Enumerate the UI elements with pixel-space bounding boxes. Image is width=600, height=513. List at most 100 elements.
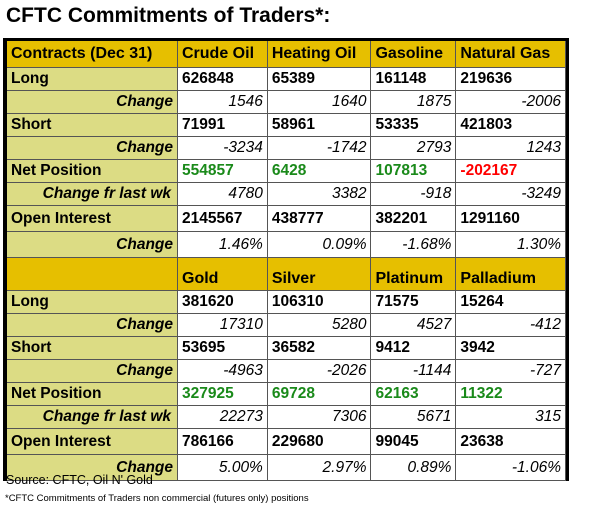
table-cell: 22273 xyxy=(177,405,268,429)
table-cell: 0.89% xyxy=(370,454,457,481)
short-change-row: Change -4963 -2026 -1144 -727 xyxy=(4,359,566,383)
column-header: Gold xyxy=(177,257,268,291)
table-cell: 1875 xyxy=(370,90,457,114)
table-cell: 4780 xyxy=(177,182,268,206)
cot-table: Contracts (Dec 31) Crude Oil Heating Oil Ga… xyxy=(3,38,566,481)
table-cell: 17310 xyxy=(177,313,268,337)
table-cell: 7306 xyxy=(266,405,372,429)
table-cell: 99045 xyxy=(370,428,457,455)
row-label: Change xyxy=(4,136,178,160)
table-cell: -918 xyxy=(370,182,457,206)
table-cell: 2793 xyxy=(370,136,457,160)
table-cell: 58961 xyxy=(266,113,372,137)
table-cell: 53335 xyxy=(370,113,457,137)
table-cell: 62163 xyxy=(370,382,457,406)
row-label: Change xyxy=(4,359,178,383)
table-cell: 438777 xyxy=(266,205,372,232)
open-interest-row: Open Interest 2145567 438777 382201 1291160 xyxy=(4,205,566,232)
row-label: Change xyxy=(4,454,178,481)
open-interest-change-row: Change 1.46% 0.09% -1.68% 1.30% xyxy=(4,231,566,258)
source-note: Source: CFTC, Oil N' Gold xyxy=(6,473,153,487)
table-cell: 5671 xyxy=(370,405,457,429)
long-row: Long 381620 106310 71575 15264 xyxy=(4,290,566,314)
column-header: Platinum xyxy=(370,257,457,291)
table-cell: -1742 xyxy=(266,136,372,160)
table-cell: 786166 xyxy=(177,428,268,455)
table-cell: 381620 xyxy=(177,290,268,314)
table-cell: 11322 xyxy=(455,382,566,406)
table-cell: -202167 xyxy=(455,159,566,183)
table-cell: 36582 xyxy=(266,336,372,360)
table-cell: 65389 xyxy=(266,67,372,91)
header-label: Contracts (Dec 31) xyxy=(4,39,178,68)
table-cell: 107813 xyxy=(370,159,457,183)
table-cell: 2145567 xyxy=(177,205,268,232)
table-cell: -727 xyxy=(455,359,566,383)
table-cell: 15264 xyxy=(455,290,566,314)
row-label: Change xyxy=(4,231,178,258)
table-cell: 2.97% xyxy=(266,454,372,481)
table-cell: 71991 xyxy=(177,113,268,137)
row-label: Change fr last wk xyxy=(4,182,178,206)
table-cell: -1144 xyxy=(370,359,457,383)
table-cell: 1546 xyxy=(177,90,268,114)
open-interest-row: Open Interest 786166 229680 99045 23638 xyxy=(4,428,566,455)
header-row: Contracts (Dec 31) Crude Oil Heating Oil Ga… xyxy=(4,39,566,68)
table-cell: 315 xyxy=(455,405,566,429)
table-cell: 327925 xyxy=(177,382,268,406)
table-cell: 1291160 xyxy=(455,205,566,232)
table-cell: 0.09% xyxy=(266,231,372,258)
long-change-row: Change 17310 5280 4527 -412 xyxy=(4,313,566,337)
net-position-row: Net Position 554857 6428 107813 -202167 xyxy=(4,159,566,183)
table-cell: 6428 xyxy=(266,159,372,183)
header-row: Gold Silver Platinum Palladium xyxy=(4,257,566,291)
table-cell: 626848 xyxy=(177,67,268,91)
long-change-row: Change 1546 1640 1875 -2006 xyxy=(4,90,566,114)
row-label: Change xyxy=(4,313,178,337)
page-title: CFTC Commitments of Traders*: xyxy=(6,4,331,27)
row-label: Short xyxy=(4,113,178,137)
row-label: Change xyxy=(4,90,178,114)
table-cell: 4527 xyxy=(370,313,457,337)
row-label: Short xyxy=(4,336,178,360)
column-header: Silver xyxy=(266,257,372,291)
table-cell: 106310 xyxy=(266,290,372,314)
table-cell: 382201 xyxy=(370,205,457,232)
table-cell: 9412 xyxy=(370,336,457,360)
column-header: Crude Oil xyxy=(177,39,268,68)
column-header: Natural Gas xyxy=(455,39,566,68)
row-label: Change fr last wk xyxy=(4,405,178,429)
short-change-row: Change -3234 -1742 2793 1243 xyxy=(4,136,566,160)
row-label: Open Interest xyxy=(4,205,178,232)
table-cell: -412 xyxy=(455,313,566,337)
table-cell: 1.30% xyxy=(455,231,566,258)
row-label: Net Position xyxy=(4,382,178,406)
column-header: Palladium xyxy=(455,257,566,291)
table-cell: -1.06% xyxy=(455,454,566,481)
row-label: Long xyxy=(4,290,178,314)
net-change-week-row: Change fr last wk 22273 7306 5671 315 xyxy=(4,405,566,429)
net-change-week-row: Change fr last wk 4780 3382 -918 -3249 xyxy=(4,182,566,206)
table-cell: 219636 xyxy=(455,67,566,91)
short-row: Short 71991 58961 53335 421803 xyxy=(4,113,566,137)
table-cell: 23638 xyxy=(455,428,566,455)
table-cell: -3234 xyxy=(177,136,268,160)
table-cell: -2006 xyxy=(455,90,566,114)
table-cell: 1243 xyxy=(455,136,566,160)
table-cell: 3942 xyxy=(455,336,566,360)
net-position-row: Net Position 327925 69728 62163 11322 xyxy=(4,382,566,406)
short-row: Short 53695 36582 9412 3942 xyxy=(4,336,566,360)
row-label: Net Position xyxy=(4,159,178,183)
row-label: Long xyxy=(4,67,178,91)
table-cell: -4963 xyxy=(177,359,268,383)
table-cell: 161148 xyxy=(370,67,457,91)
open-interest-change-row: Change 5.00% 2.97% 0.89% -1.06% xyxy=(4,454,566,481)
column-header: Heating Oil xyxy=(266,39,372,68)
long-row: Long 626848 65389 161148 219636 xyxy=(4,67,566,91)
table-cell: 71575 xyxy=(370,290,457,314)
table-cell: 5280 xyxy=(266,313,372,337)
table-cell: 53695 xyxy=(177,336,268,360)
table-cell: 554857 xyxy=(177,159,268,183)
header-label xyxy=(4,257,178,291)
table-cell: 3382 xyxy=(266,182,372,206)
